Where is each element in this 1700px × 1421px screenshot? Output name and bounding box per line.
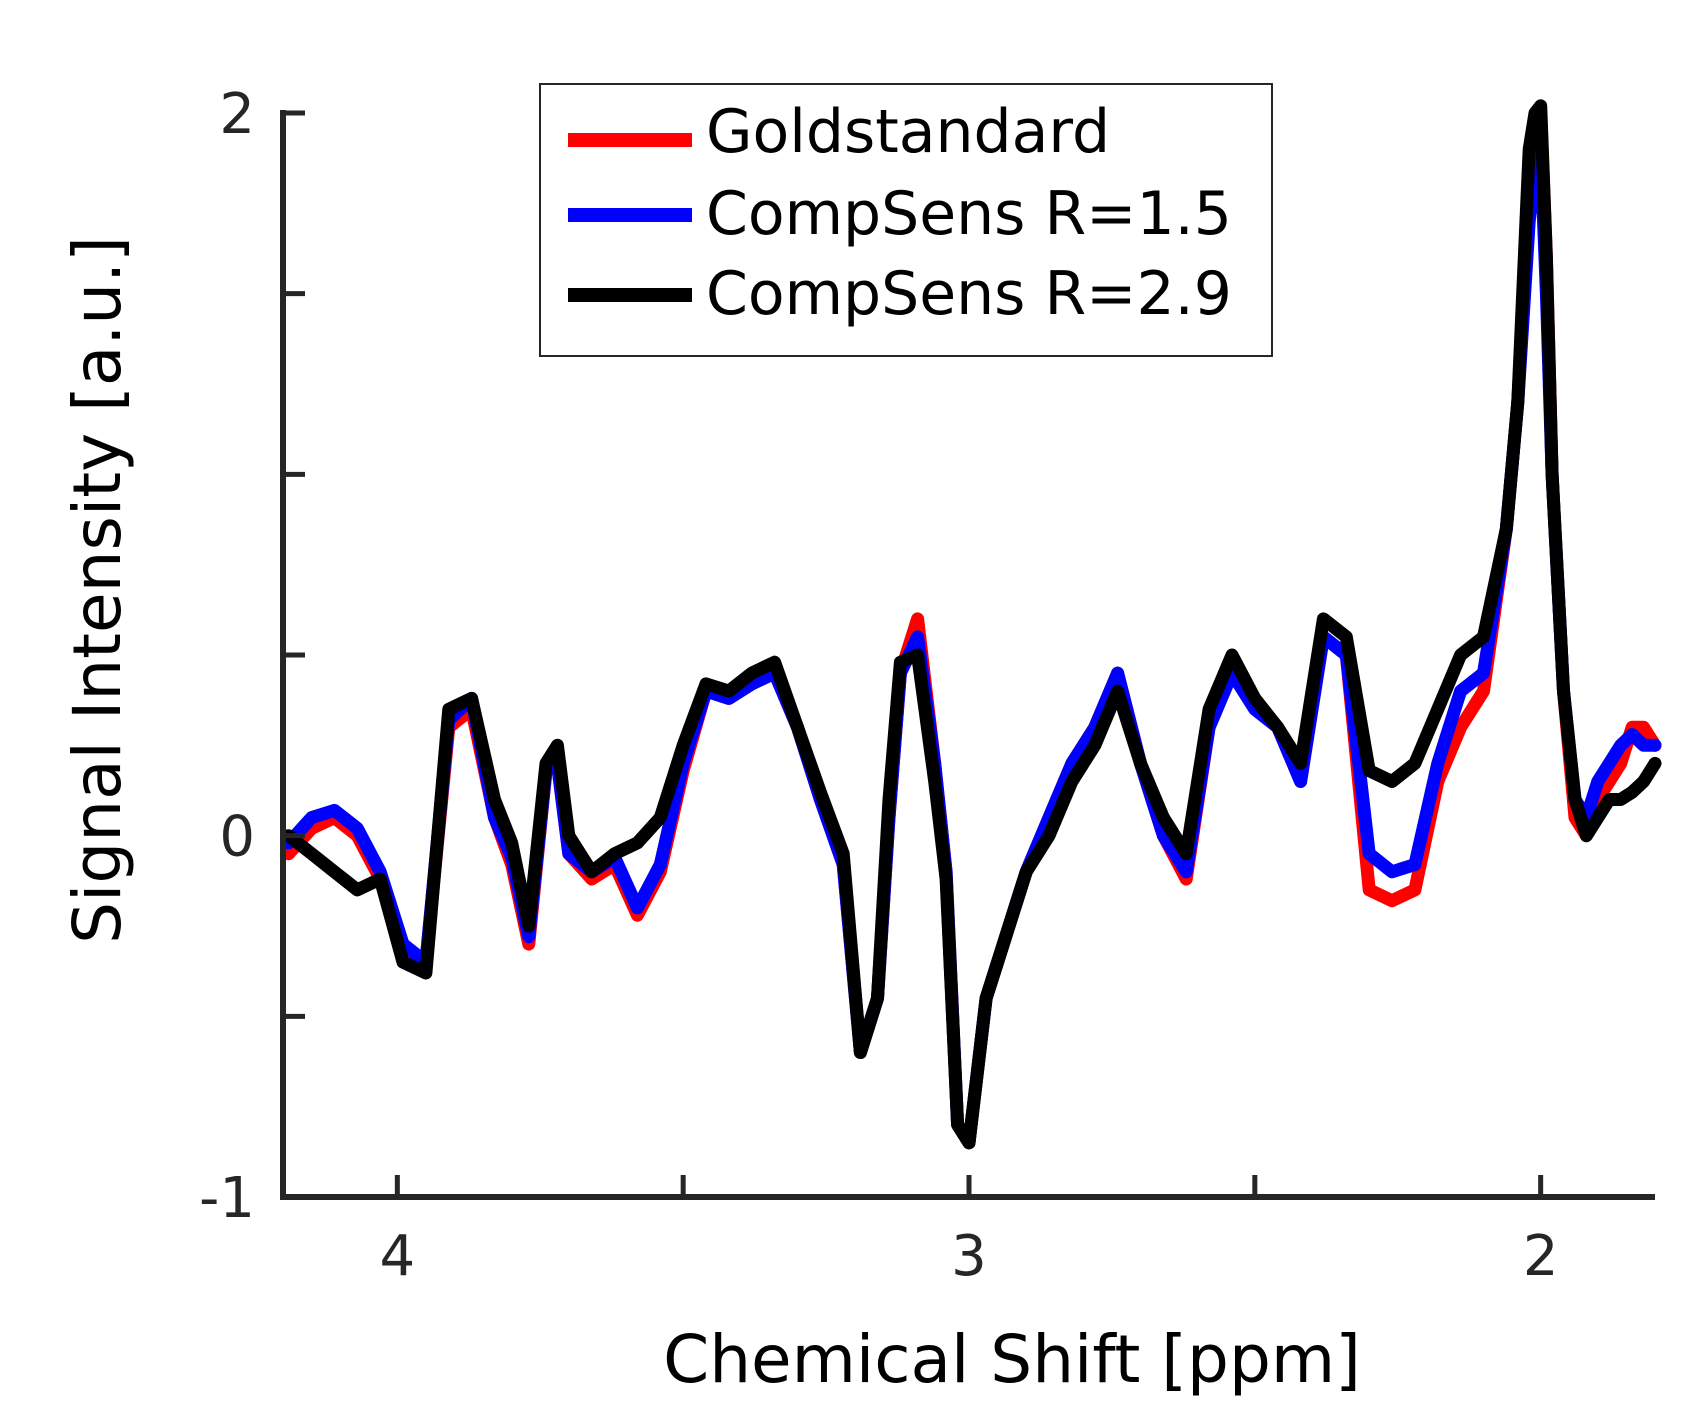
x-tick-label: 2 bbox=[1523, 1224, 1559, 1289]
legend-label-goldstandard: Goldstandard bbox=[706, 97, 1110, 167]
tick-layer: -1 0 2 4 3 2 bbox=[199, 82, 1558, 1289]
x-tick-label: 3 bbox=[951, 1224, 987, 1289]
plot-area: -1 0 2 4 3 2 bbox=[199, 82, 1662, 1289]
x-axis-label: Chemical Shift [ppm] bbox=[663, 1321, 1361, 1398]
legend-label-compsens-2-9: CompSens R=2.9 bbox=[706, 259, 1232, 329]
y-tick-label: 0 bbox=[219, 805, 255, 870]
y-tick-label: 2 bbox=[219, 82, 255, 147]
y-axis-label: Signal Intensity [a.u.] bbox=[59, 236, 136, 944]
legend-label-compsens-1-5: CompSens R=1.5 bbox=[706, 179, 1232, 249]
series-layer bbox=[282, 99, 1662, 1150]
y-tick-label: -1 bbox=[199, 1166, 255, 1231]
legend: Goldstandard CompSens R=1.5 CompSens R=2… bbox=[539, 83, 1273, 357]
x-tick-label: 4 bbox=[380, 1224, 416, 1289]
series-line-2 bbox=[282, 99, 1662, 1150]
